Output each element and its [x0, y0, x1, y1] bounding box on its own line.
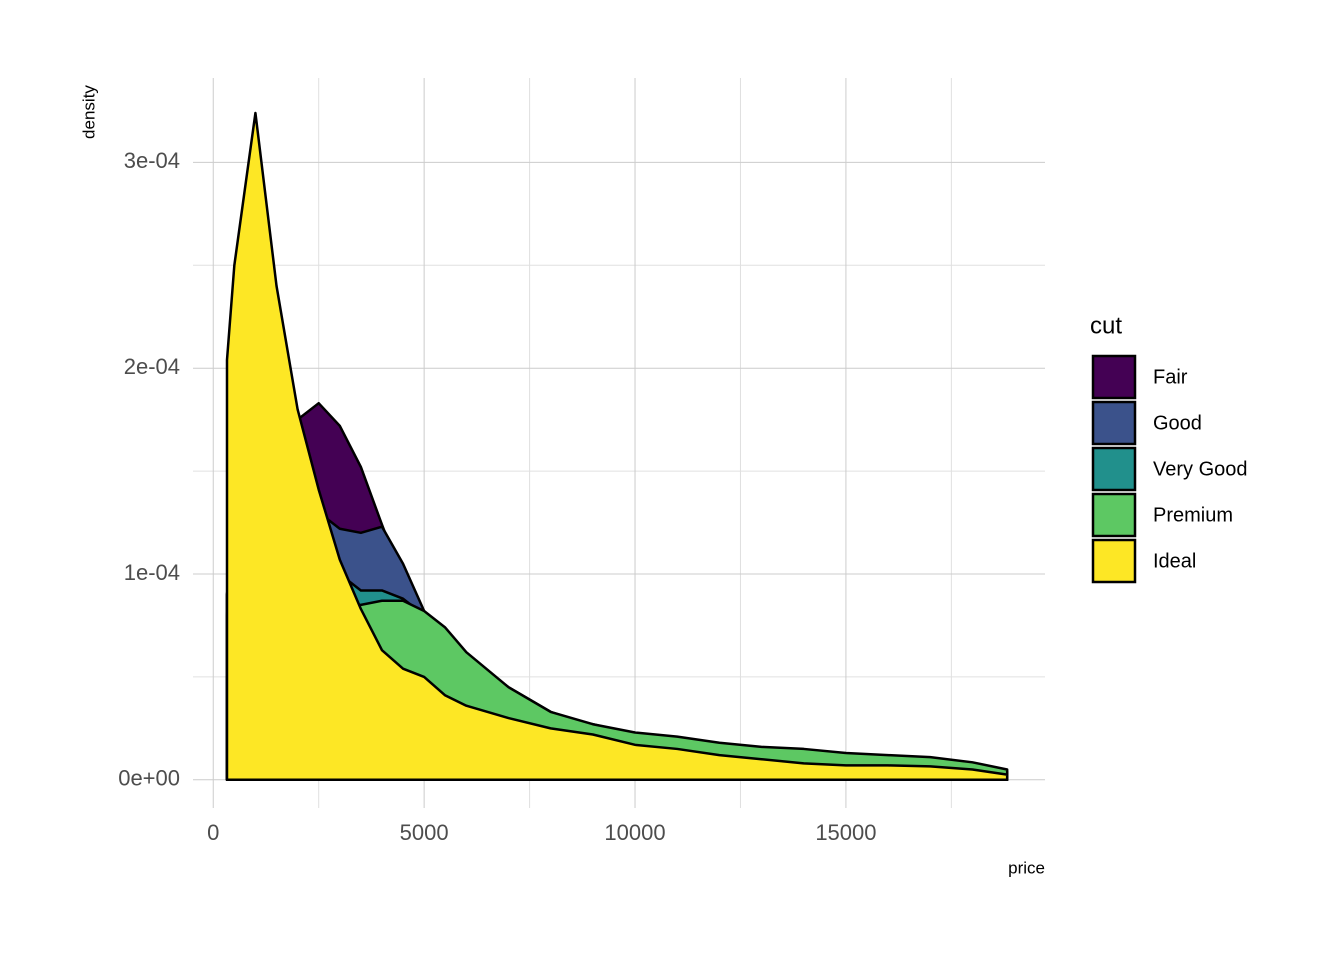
legend-key [1091, 354, 1137, 400]
legend-key [1091, 446, 1137, 492]
y-axis-label: density [79, 85, 98, 139]
density-area [225, 111, 1009, 782]
x-tick-label: 15000 [815, 820, 876, 845]
legend-label: Premium [1153, 504, 1233, 526]
legend-key [1091, 492, 1137, 538]
legend-label: Very Good [1153, 458, 1248, 480]
legend-label: Fair [1153, 366, 1188, 388]
legend-key [1091, 538, 1137, 584]
y-tick-label: 1e-04 [124, 560, 180, 585]
x-tick-label: 5000 [400, 820, 449, 845]
y-tick-label: 2e-04 [124, 354, 180, 379]
legend-key [1091, 400, 1137, 446]
legend-label: Good [1153, 412, 1202, 434]
x-tick-label: 0 [207, 820, 219, 845]
legend-title: cut [1090, 312, 1122, 339]
x-tick-label: 10000 [604, 820, 665, 845]
legend-label: Ideal [1153, 550, 1196, 572]
y-tick-label: 0e+00 [118, 766, 180, 791]
y-tick-label: 3e-04 [124, 148, 180, 173]
x-axis-label: price [1008, 858, 1045, 877]
